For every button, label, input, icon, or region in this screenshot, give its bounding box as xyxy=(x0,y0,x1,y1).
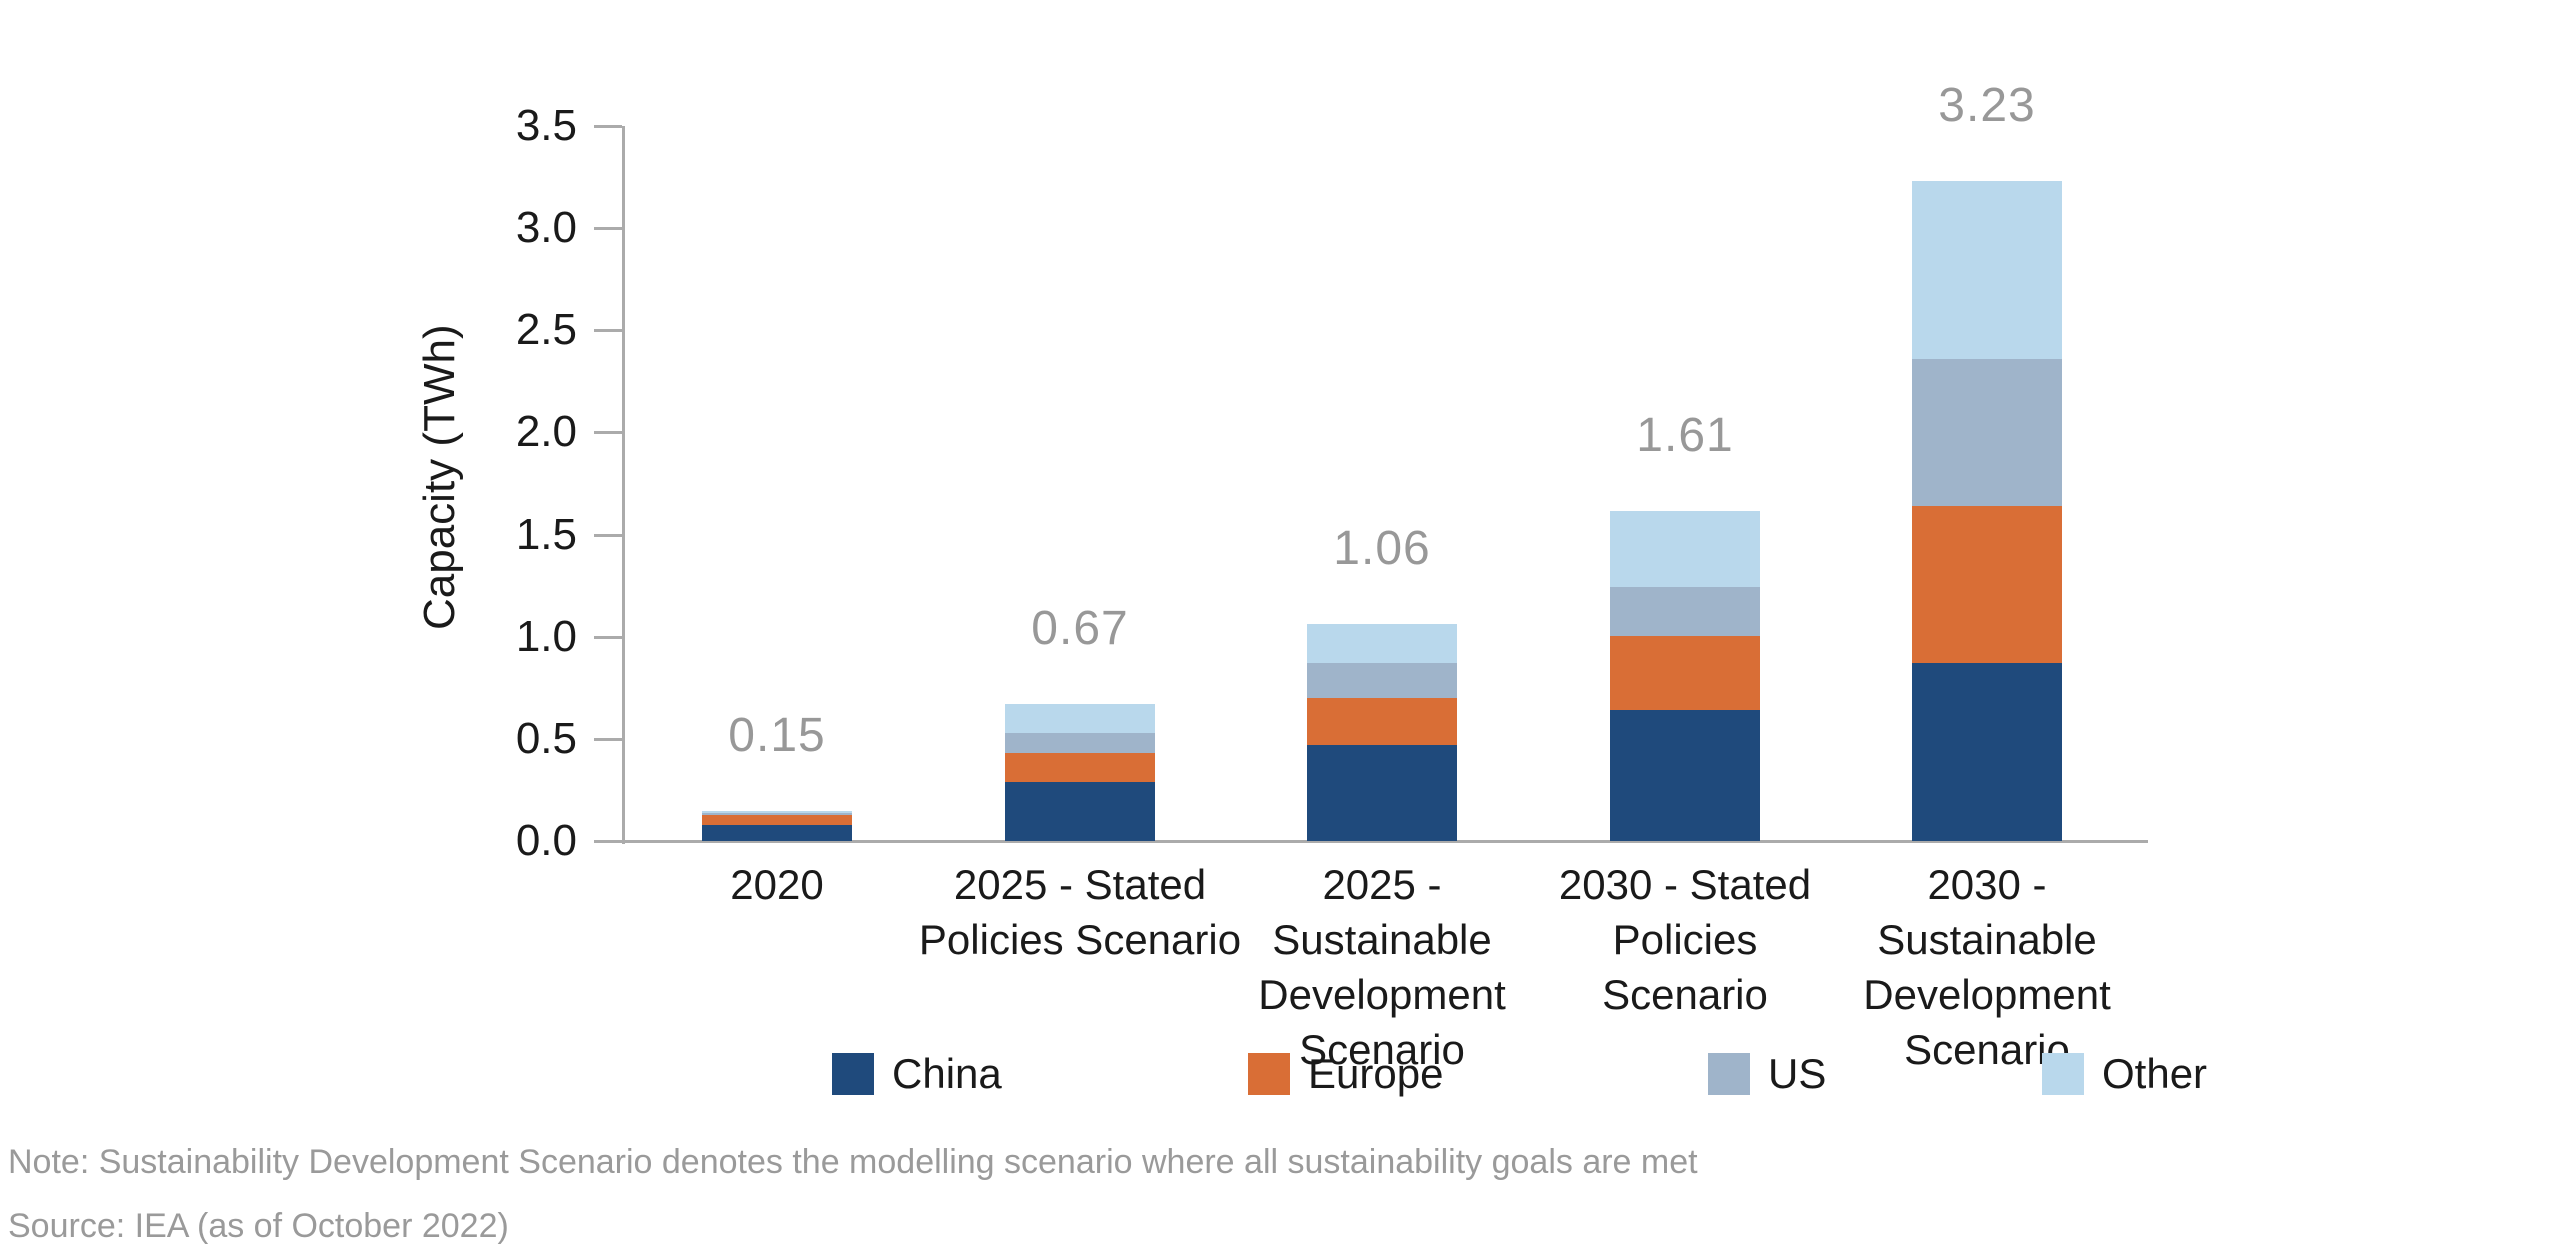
bar-segment-other xyxy=(1912,181,2062,359)
x-category-label-line: 2020 xyxy=(730,861,824,908)
bar-total-label: 3.23 xyxy=(1938,79,2036,132)
bar-total-label: 0.15 xyxy=(728,709,826,762)
y-tick-mark xyxy=(594,635,622,639)
y-tick-label: 3.0 xyxy=(515,203,577,253)
y-tick-mark xyxy=(594,227,622,231)
bar-segment-europe xyxy=(1005,753,1155,782)
legend-swatch-us xyxy=(1708,1053,1750,1095)
y-tick-mark xyxy=(594,124,622,128)
y-tick-mark xyxy=(594,840,622,843)
source-text: Source: IEA (as of October 2022) xyxy=(8,1207,509,1245)
bar-segment-other xyxy=(702,811,852,813)
bar-segment-europe xyxy=(702,815,852,825)
y-axis-line xyxy=(622,125,625,844)
bar-segment-europe xyxy=(1610,636,1760,710)
x-axis-line xyxy=(625,840,2148,843)
bar-segment-europe xyxy=(1307,698,1457,745)
x-category-label: 2025 - Sustainable Development Scenario xyxy=(1217,857,1547,1077)
y-tick-mark xyxy=(594,329,622,333)
x-category-label-line: Scenario xyxy=(1299,1026,1465,1073)
bar-segment-us xyxy=(1307,663,1457,698)
x-category-label-line: Policies xyxy=(1612,916,1758,963)
legend-item-china: China xyxy=(832,1050,1002,1098)
y-tick-label: 2.5 xyxy=(515,305,577,355)
bar-total-label: 1.06 xyxy=(1333,522,1431,575)
bar-total-label: 1.61 xyxy=(1636,409,1734,462)
bar-segment-other xyxy=(1307,624,1457,663)
y-tick-label: 0.0 xyxy=(515,816,577,865)
note-text: Note: Sustainability Development Scenari… xyxy=(8,1143,1698,1181)
bar-segment-europe xyxy=(1912,506,2062,663)
bar-segment-other xyxy=(1005,704,1155,733)
legend-swatch-other xyxy=(2042,1053,2084,1095)
y-tick-label: 1.5 xyxy=(515,509,577,559)
x-category-label: 2020 xyxy=(612,857,942,912)
x-category-label-line: Policies Scenario xyxy=(918,916,1242,963)
bar-segment-us xyxy=(1005,733,1155,753)
bar-segment-us xyxy=(702,813,852,815)
x-category-label-line: Sustainable xyxy=(1877,916,2097,963)
bar-segment-china xyxy=(1610,710,1760,841)
legend-swatch-europe xyxy=(1248,1053,1290,1095)
bar-segment-china xyxy=(702,825,852,841)
bar-segment-china xyxy=(1307,745,1457,841)
bar-segment-us xyxy=(1610,587,1760,636)
legend-item-europe: Europe xyxy=(1248,1050,1443,1098)
x-category-label-line: Sustainable xyxy=(1272,916,1492,963)
bar-segment-us xyxy=(1912,359,2062,506)
legend-label: China xyxy=(892,1050,1002,1097)
legend-label: Europe xyxy=(1308,1050,1444,1097)
y-tick-label: 2.0 xyxy=(515,407,577,457)
y-tick-mark xyxy=(594,533,622,537)
legend-item-us: US xyxy=(1708,1050,1826,1098)
x-category-label-line: Scenario xyxy=(1602,971,1768,1018)
y-tick-label: 1.0 xyxy=(515,611,577,661)
y-tick-label: 0.5 xyxy=(515,713,577,763)
x-category-label-line: Development xyxy=(1863,971,2111,1018)
x-category-label: 2025 - Stated Policies Scenario xyxy=(915,857,1245,967)
x-category-label-line: 2030 - xyxy=(1927,861,2047,908)
y-tick-mark xyxy=(594,737,622,741)
legend-label: US xyxy=(1768,1050,1827,1097)
x-category-label-line: 2030 - Stated xyxy=(1558,861,1812,908)
x-category-label: 2030 - Stated Policies Scenario xyxy=(1520,857,1850,1022)
bar-total-label: 0.67 xyxy=(1031,602,1129,655)
y-tick-label: 3.5 xyxy=(515,100,577,150)
y-tick-mark xyxy=(594,431,622,435)
bar-segment-china xyxy=(1912,663,2062,841)
x-category-label-line: 2025 - xyxy=(1322,861,1442,908)
legend-label: Other xyxy=(2102,1050,2208,1097)
legend-item-other: Other xyxy=(2042,1050,2207,1098)
legend-swatch-china xyxy=(832,1053,874,1095)
x-category-label-line: Development xyxy=(1258,971,1506,1018)
bar-segment-china xyxy=(1005,782,1155,841)
bar-segment-other xyxy=(1610,511,1760,587)
x-category-label: 2030 - Sustainable Development Scenario xyxy=(1822,857,2152,1077)
x-category-label-line: 2025 - Stated xyxy=(953,861,1207,908)
